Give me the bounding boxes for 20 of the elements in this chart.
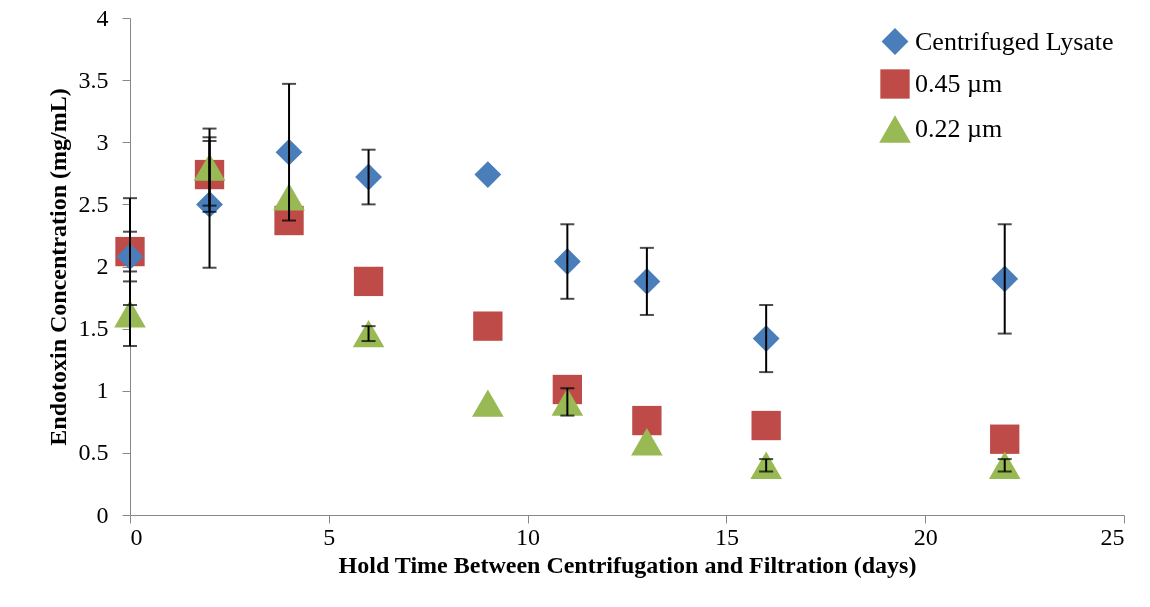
y-tick-label: 2	[96, 253, 109, 279]
x-tick-label: 5	[323, 523, 336, 550]
y-axis-title: Endotoxin Concentration (mg/mL)	[44, 88, 71, 446]
x-tick-label: 25	[1100, 523, 1125, 550]
y-tick-label: 1	[96, 377, 109, 404]
x-tick-label: 0	[130, 523, 143, 550]
y-tick-label: 0.5	[78, 439, 109, 466]
y-tick-label: 3.5	[78, 66, 109, 93]
y-tick-label: 3	[96, 128, 109, 155]
x-tick-label: 15	[714, 523, 739, 550]
y-tick-label: 4	[96, 4, 109, 31]
x-tick-label: 10	[516, 523, 541, 550]
legend-label: 0.22 µm	[915, 114, 1003, 143]
x-axis-title: Hold Time Between Centrifugation and Filtration (days)	[338, 551, 917, 578]
y-tick-label: 0	[96, 501, 109, 528]
y-tick-label: 1.5	[78, 315, 109, 342]
y-tick-label: 2.5	[78, 190, 109, 217]
legend-label: 0.45 µm	[915, 69, 1003, 98]
legend-label: Centrifuged Lysate	[915, 26, 1114, 56]
x-tick-label: 20	[913, 523, 938, 550]
